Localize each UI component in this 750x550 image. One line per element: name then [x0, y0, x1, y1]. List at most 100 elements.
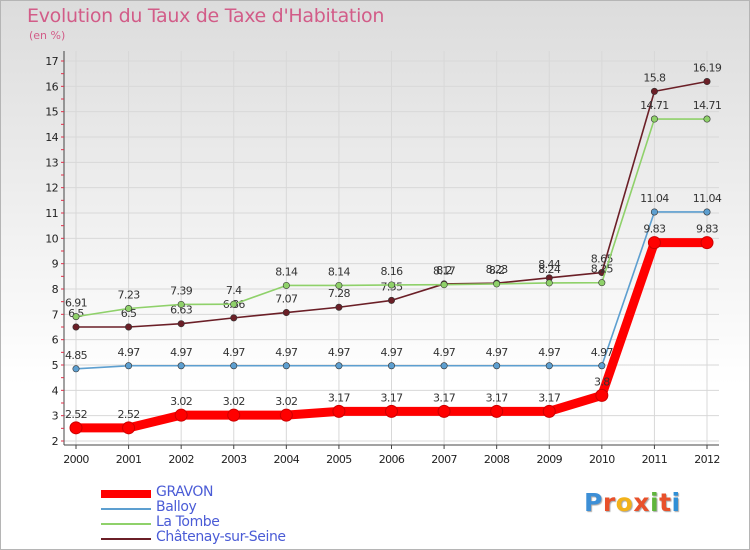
data-point [493, 280, 501, 288]
y-tick-label: 13 [45, 156, 58, 169]
data-point [387, 296, 395, 304]
data-point [598, 279, 606, 287]
unit-label: (en %) [29, 29, 66, 42]
brand-letter: x [633, 488, 650, 517]
x-tick-label: 2002 [168, 453, 194, 466]
data-point [125, 362, 133, 370]
data-point [440, 362, 448, 370]
data-label: 4.97 [486, 346, 509, 359]
data-label: 4.97 [170, 346, 193, 359]
data-point [387, 362, 395, 370]
y-tick-label: 5 [52, 359, 59, 372]
data-label: 14.71 [640, 99, 669, 112]
data-point [545, 279, 553, 287]
x-tick-label: 2007 [431, 453, 457, 466]
data-label: 8.17 [433, 265, 456, 278]
data-label: 8.23 [486, 263, 509, 276]
data-point [440, 281, 448, 289]
data-point [72, 365, 80, 373]
legend-swatch-gravon [101, 490, 151, 498]
data-label: 8.25 [591, 263, 614, 276]
brand-logo: Proxiti [584, 488, 681, 517]
data-point [125, 323, 133, 331]
data-point [650, 115, 658, 123]
data-label: 3.8 [594, 375, 610, 388]
data-point [282, 362, 290, 370]
data-point [174, 408, 188, 422]
data-point [125, 305, 133, 313]
legend-item-gravon: GRAVON [101, 484, 361, 502]
legend-label-chatenay: Châtenay-sur-Seine [156, 529, 286, 545]
y-tick-label: 6 [52, 334, 59, 347]
x-tick-label: 2005 [326, 453, 352, 466]
data-point [387, 281, 395, 289]
legend-swatch-la-tombe [101, 523, 151, 525]
y-tick-label: 10 [45, 232, 58, 245]
x-tick-label: 2011 [642, 453, 668, 466]
brand-letter: t [659, 488, 672, 517]
data-label: 2.52 [65, 408, 87, 421]
data-label: 6.5 [121, 307, 137, 320]
data-label: 3.17 [380, 391, 403, 404]
x-tick-label: 2010 [589, 453, 615, 466]
data-label: 8.24 [538, 263, 561, 276]
data-point [227, 408, 241, 422]
data-label: 7.4 [226, 284, 242, 297]
x-tick-label: 2009 [536, 453, 562, 466]
brand-letter: P [584, 488, 603, 517]
data-label: 11.04 [640, 192, 669, 205]
data-label: 8.44 [538, 258, 561, 271]
brand-letter: i [671, 488, 681, 517]
data-point [647, 236, 661, 250]
data-label: 3.02 [223, 395, 245, 408]
data-point [282, 281, 290, 289]
data-point [122, 421, 136, 435]
brand-letter: r [602, 488, 616, 517]
data-label: 6.63 [170, 304, 193, 317]
data-point [230, 362, 238, 370]
data-point [177, 320, 185, 328]
data-point [385, 404, 398, 418]
data-point [545, 362, 553, 370]
data-point [230, 314, 238, 322]
data-point [595, 388, 609, 402]
data-point [335, 362, 343, 370]
data-point [177, 300, 185, 308]
y-tick-label: 16 [45, 80, 58, 93]
brand-letter: o [615, 488, 634, 517]
data-label: 3.02 [275, 395, 297, 408]
y-tick-label: 3 [52, 410, 59, 423]
data-label: 11.04 [693, 192, 722, 205]
data-point [703, 78, 711, 86]
data-point [335, 303, 343, 311]
legend-swatch-balloy [101, 508, 151, 510]
data-point [703, 208, 711, 216]
data-label: 4.97 [328, 346, 351, 359]
data-point [230, 300, 238, 308]
data-label: 3.17 [486, 391, 509, 404]
x-tick-label: 2008 [484, 453, 510, 466]
data-point [650, 208, 658, 216]
y-tick-label: 7 [52, 308, 59, 321]
y-tick-label: 2 [52, 435, 58, 448]
x-tick-label: 2000 [63, 453, 89, 466]
data-label: 4.97 [538, 346, 561, 359]
y-tick-label: 14 [45, 131, 58, 144]
data-label: 8.16 [380, 265, 403, 278]
data-point [332, 404, 346, 418]
data-point [700, 236, 714, 250]
data-label: 8.2 [436, 264, 452, 277]
data-label: 2.52 [118, 408, 140, 421]
data-label: 7.39 [170, 284, 193, 297]
chart-title: Evolution du Taux de Taxe d'Habitation [27, 5, 385, 27]
y-tick-label: 11 [45, 207, 58, 220]
data-label: 9.83 [643, 223, 666, 236]
brand-letter: i [650, 488, 660, 517]
y-tick-label: 12 [45, 182, 58, 195]
data-label: 8.14 [328, 265, 351, 278]
x-tick-label: 2004 [274, 453, 300, 466]
legend-item-la-tombe: La Tombe [101, 514, 361, 532]
y-tick-label: 8 [52, 283, 59, 296]
data-point [335, 281, 343, 289]
